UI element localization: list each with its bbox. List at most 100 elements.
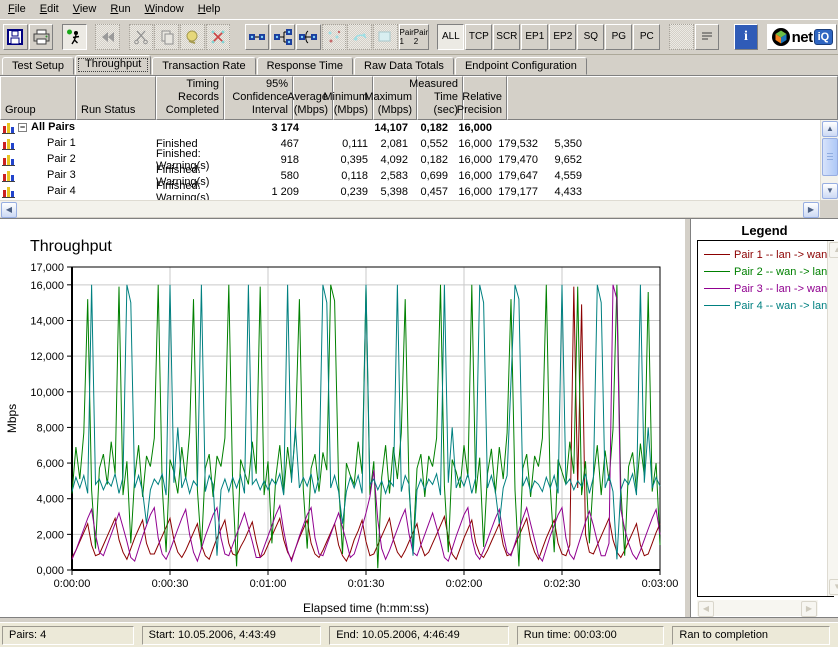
delete-button[interactable] bbox=[205, 24, 231, 50]
tab-test-setup[interactable]: Test Setup bbox=[2, 57, 74, 75]
col-timing[interactable]: Timing Records Completed bbox=[156, 76, 224, 120]
scroll-down-arrow[interactable]: ▼ bbox=[822, 183, 838, 199]
view-button-pg[interactable]: PG bbox=[605, 24, 633, 50]
scrollbar-corner bbox=[820, 200, 838, 217]
col-ci[interactable]: 95% Confidence Interval bbox=[224, 76, 293, 120]
pair1-label: Pair 1 bbox=[399, 28, 414, 46]
svg-text:2,000: 2,000 bbox=[36, 529, 64, 541]
save-button[interactable] bbox=[3, 24, 28, 50]
svg-text:0:01:00: 0:01:00 bbox=[250, 578, 287, 590]
table-row[interactable]: − Pair 3 Finished: Warning(s) 580 0,118 … bbox=[0, 164, 820, 188]
svg-text:0:02:00: 0:02:00 bbox=[446, 578, 483, 590]
col-precision[interactable]: Relative Precision bbox=[457, 76, 507, 120]
svg-text:0:00:00: 0:00:00 bbox=[54, 578, 91, 590]
view-button-scr[interactable]: SCR bbox=[493, 24, 521, 50]
cut-icon bbox=[134, 30, 148, 45]
menu-file[interactable]: File bbox=[8, 3, 26, 15]
pair-link-icon bbox=[248, 34, 265, 40]
pair-multi-link-icon bbox=[273, 29, 292, 45]
tab-response-time[interactable]: Response Time bbox=[256, 57, 354, 75]
pair-copy-button[interactable] bbox=[321, 24, 347, 50]
legend-scroll-right-arrow[interactable]: ▶ bbox=[801, 601, 817, 617]
pair-multi-link-button[interactable] bbox=[270, 24, 295, 50]
legend-label: Pair 2 -- wan -> lan bbox=[734, 265, 828, 278]
pair-edit-button[interactable] bbox=[295, 24, 321, 50]
info-icon: i bbox=[743, 29, 748, 44]
legend-line-sample bbox=[704, 254, 730, 255]
run-button[interactable] bbox=[61, 24, 87, 50]
pair2-label: Pair 2 bbox=[413, 28, 429, 46]
scroll-thumb[interactable] bbox=[822, 138, 838, 176]
svg-text:8,000: 8,000 bbox=[36, 422, 64, 434]
copy-button[interactable] bbox=[154, 24, 179, 50]
tab-transaction-rate[interactable]: Transaction Rate bbox=[152, 57, 256, 75]
col-runstatus[interactable]: Run Status bbox=[76, 76, 156, 120]
view-button-tcp[interactable]: TCP bbox=[465, 24, 493, 50]
table-row[interactable]: − Pair 4 Finished: Warning(s) 1 209 0,23… bbox=[0, 180, 820, 204]
tab-raw-data-totals[interactable]: Raw Data Totals bbox=[354, 57, 454, 75]
legend-scroll-left-arrow[interactable]: ◀ bbox=[698, 601, 714, 617]
legend-scroll-up-arrow[interactable]: ▲ bbox=[829, 242, 838, 258]
pair-swap-button[interactable] bbox=[347, 24, 373, 50]
run-status: Finished: Warning(s) bbox=[156, 148, 210, 172]
menu-help[interactable]: Help bbox=[197, 3, 221, 15]
view-button-sq[interactable]: SQ bbox=[577, 24, 605, 50]
menu-run[interactable]: Run bbox=[110, 3, 131, 15]
legend-vertical-scrollbar[interactable]: ▲ ▼ bbox=[827, 241, 838, 596]
table-horizontal-scrollbar[interactable]: ◀ ▶ bbox=[0, 200, 820, 218]
svg-text:0:02:30: 0:02:30 bbox=[544, 578, 581, 590]
table-row[interactable]: − Pair 2 Finished: Warning(s) 918 0,395 … bbox=[0, 148, 820, 172]
tab-throughput[interactable]: Throughput bbox=[74, 55, 152, 75]
view-button-ep2[interactable]: EP2 bbox=[549, 24, 577, 50]
col-average[interactable]: Average (Mbps) bbox=[287, 76, 333, 120]
legend-scroll-down-arrow[interactable]: ▼ bbox=[829, 579, 838, 595]
pair-chart-icon bbox=[2, 122, 15, 137]
print-button[interactable] bbox=[28, 24, 54, 50]
pair-chart-icon bbox=[2, 170, 15, 185]
legend-title: Legend bbox=[741, 223, 788, 238]
paste-button[interactable] bbox=[179, 24, 205, 50]
scroll-right-arrow[interactable]: ▶ bbox=[803, 202, 819, 218]
table-vertical-scrollbar[interactable]: ▲ ▼ bbox=[820, 120, 838, 200]
rewind-button[interactable] bbox=[95, 24, 120, 50]
svg-text:12,000: 12,000 bbox=[30, 351, 64, 363]
col-group[interactable]: Group bbox=[0, 76, 76, 120]
delete-icon bbox=[211, 30, 225, 44]
col-minimum[interactable]: Minimum (Mbps) bbox=[323, 76, 373, 120]
table-row[interactable]: − Pair 1 Finished 467 0,111 2,081 0,552 … bbox=[0, 136, 820, 152]
cut-button[interactable] bbox=[128, 24, 154, 50]
menu-view[interactable]: View bbox=[72, 3, 97, 15]
tab-endpoint-configuration[interactable]: Endpoint Configuration bbox=[454, 57, 587, 75]
menu-window[interactable]: Window bbox=[144, 3, 184, 15]
menu-edit[interactable]: Edit bbox=[39, 3, 59, 15]
view-button-all[interactable]: ALL bbox=[437, 24, 465, 50]
legend-label: Pair 4 -- wan -> lan bbox=[734, 299, 828, 312]
svg-text:0:00:30: 0:00:30 bbox=[152, 578, 189, 590]
legend-splitter[interactable] bbox=[684, 219, 691, 617]
legend-horizontal-scrollbar[interactable]: ◀ ▶ bbox=[697, 600, 818, 617]
view-button-pc[interactable]: PC bbox=[633, 24, 661, 50]
collapse-toggle[interactable]: − bbox=[18, 122, 27, 132]
results-table: Group Run Status Timing Records Complete… bbox=[0, 75, 838, 218]
chart-region: 0,000 2,000 4,000 6,000 8,000 10,000 12,000 14,… bbox=[0, 219, 838, 617]
table-row[interactable]: − All Pairs 3 174 14,107 0,182 16,000 bbox=[0, 120, 820, 136]
list-view-button[interactable] bbox=[694, 24, 720, 50]
pair-group-button[interactable] bbox=[373, 24, 398, 50]
pair-selector-button[interactable]: Pair 1 Pair 2 bbox=[398, 24, 429, 50]
print-icon bbox=[33, 29, 50, 45]
col-maximum[interactable]: Maximum (Mbps) bbox=[364, 76, 417, 120]
dither-button[interactable] bbox=[668, 24, 694, 50]
svg-text:0,000: 0,000 bbox=[36, 565, 64, 577]
col-time[interactable]: Measured Time (sec) bbox=[409, 76, 463, 120]
tab-bar: Test Setup Throughput Transaction Rate Resp… bbox=[0, 55, 838, 75]
run-status: Finished bbox=[156, 138, 198, 150]
view-button-ep1[interactable]: EP1 bbox=[521, 24, 549, 50]
help-info-button[interactable]: i bbox=[733, 24, 759, 50]
scroll-left-arrow[interactable]: ◀ bbox=[1, 202, 17, 218]
table-header: Group Run Status Timing Records Complete… bbox=[0, 76, 838, 120]
scroll-up-arrow[interactable]: ▲ bbox=[822, 121, 838, 137]
legend-label: Pair 1 -- lan -> wan bbox=[734, 248, 828, 261]
pair-link-button[interactable] bbox=[244, 24, 270, 50]
netiq-logo-button[interactable]: net iQ bbox=[766, 24, 837, 50]
